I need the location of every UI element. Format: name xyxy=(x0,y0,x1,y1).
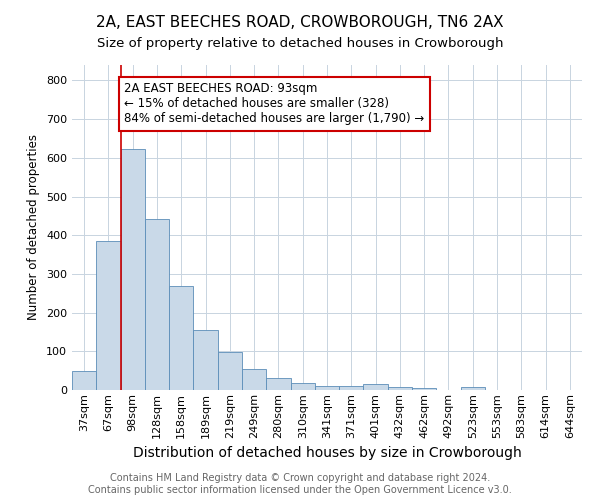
Text: Size of property relative to detached houses in Crowborough: Size of property relative to detached ho… xyxy=(97,38,503,51)
Bar xyxy=(193,330,218,390)
Bar xyxy=(121,149,145,390)
Bar xyxy=(412,388,436,390)
Bar xyxy=(339,386,364,390)
Bar xyxy=(72,370,96,390)
Bar xyxy=(96,241,121,390)
Bar xyxy=(388,387,412,390)
Bar xyxy=(461,387,485,390)
Bar xyxy=(364,384,388,390)
Text: 2A EAST BEECHES ROAD: 93sqm
← 15% of detached houses are smaller (328)
84% of se: 2A EAST BEECHES ROAD: 93sqm ← 15% of det… xyxy=(124,82,424,126)
Text: 2A, EAST BEECHES ROAD, CROWBOROUGH, TN6 2AX: 2A, EAST BEECHES ROAD, CROWBOROUGH, TN6 … xyxy=(96,15,504,30)
Y-axis label: Number of detached properties: Number of detached properties xyxy=(28,134,40,320)
Bar xyxy=(145,218,169,390)
Bar xyxy=(242,370,266,390)
Text: Contains HM Land Registry data © Crown copyright and database right 2024.
Contai: Contains HM Land Registry data © Crown c… xyxy=(88,474,512,495)
Bar xyxy=(290,383,315,390)
Bar xyxy=(266,378,290,390)
Bar xyxy=(218,352,242,390)
Bar xyxy=(315,386,339,390)
Bar xyxy=(169,286,193,390)
X-axis label: Distribution of detached houses by size in Crowborough: Distribution of detached houses by size … xyxy=(133,446,521,460)
